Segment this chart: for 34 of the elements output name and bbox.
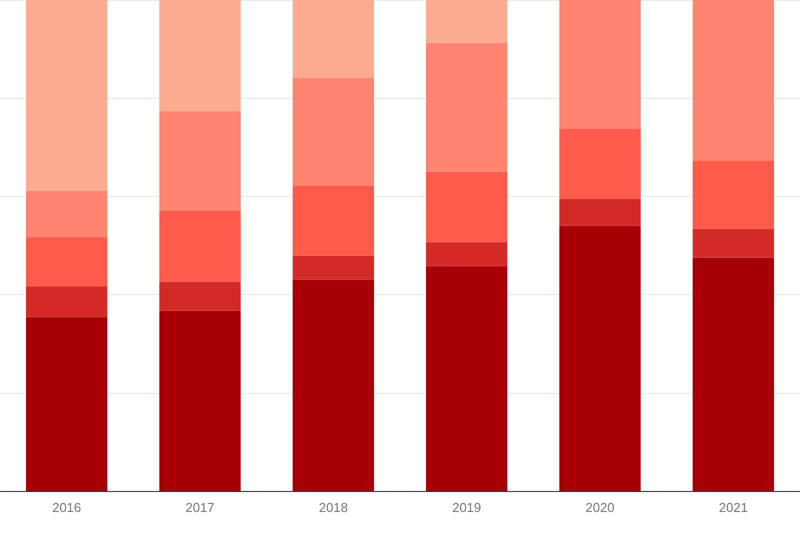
bar [426,0,508,43]
bar [159,310,241,491]
bar [692,258,774,491]
bar [26,0,108,191]
x-tick-label: 2017 [186,500,214,515]
bar [26,317,108,491]
bar [292,256,374,280]
bar [559,198,641,226]
bar [426,42,508,172]
bar [159,111,241,211]
bar [692,161,774,229]
bar [292,186,374,256]
x-tick-label: 2020 [586,500,614,515]
bar [292,0,374,78]
bar [159,210,241,282]
bar [692,0,774,162]
bar [159,282,241,311]
bar [159,0,241,112]
bar [26,237,108,286]
bar [559,226,641,491]
x-tick-label: 2019 [452,500,482,515]
bar [692,228,774,258]
x-tick-label: 2016 [52,500,82,515]
bar [26,286,108,318]
bar [559,0,641,129]
bar [292,280,374,491]
bar [26,191,108,238]
bar [426,266,508,491]
x-tick-label: 2021 [718,500,748,515]
bar [426,242,508,266]
bar [426,172,508,242]
bar [292,78,374,186]
x-tick-label: 2018 [318,500,348,515]
bar [559,128,641,199]
